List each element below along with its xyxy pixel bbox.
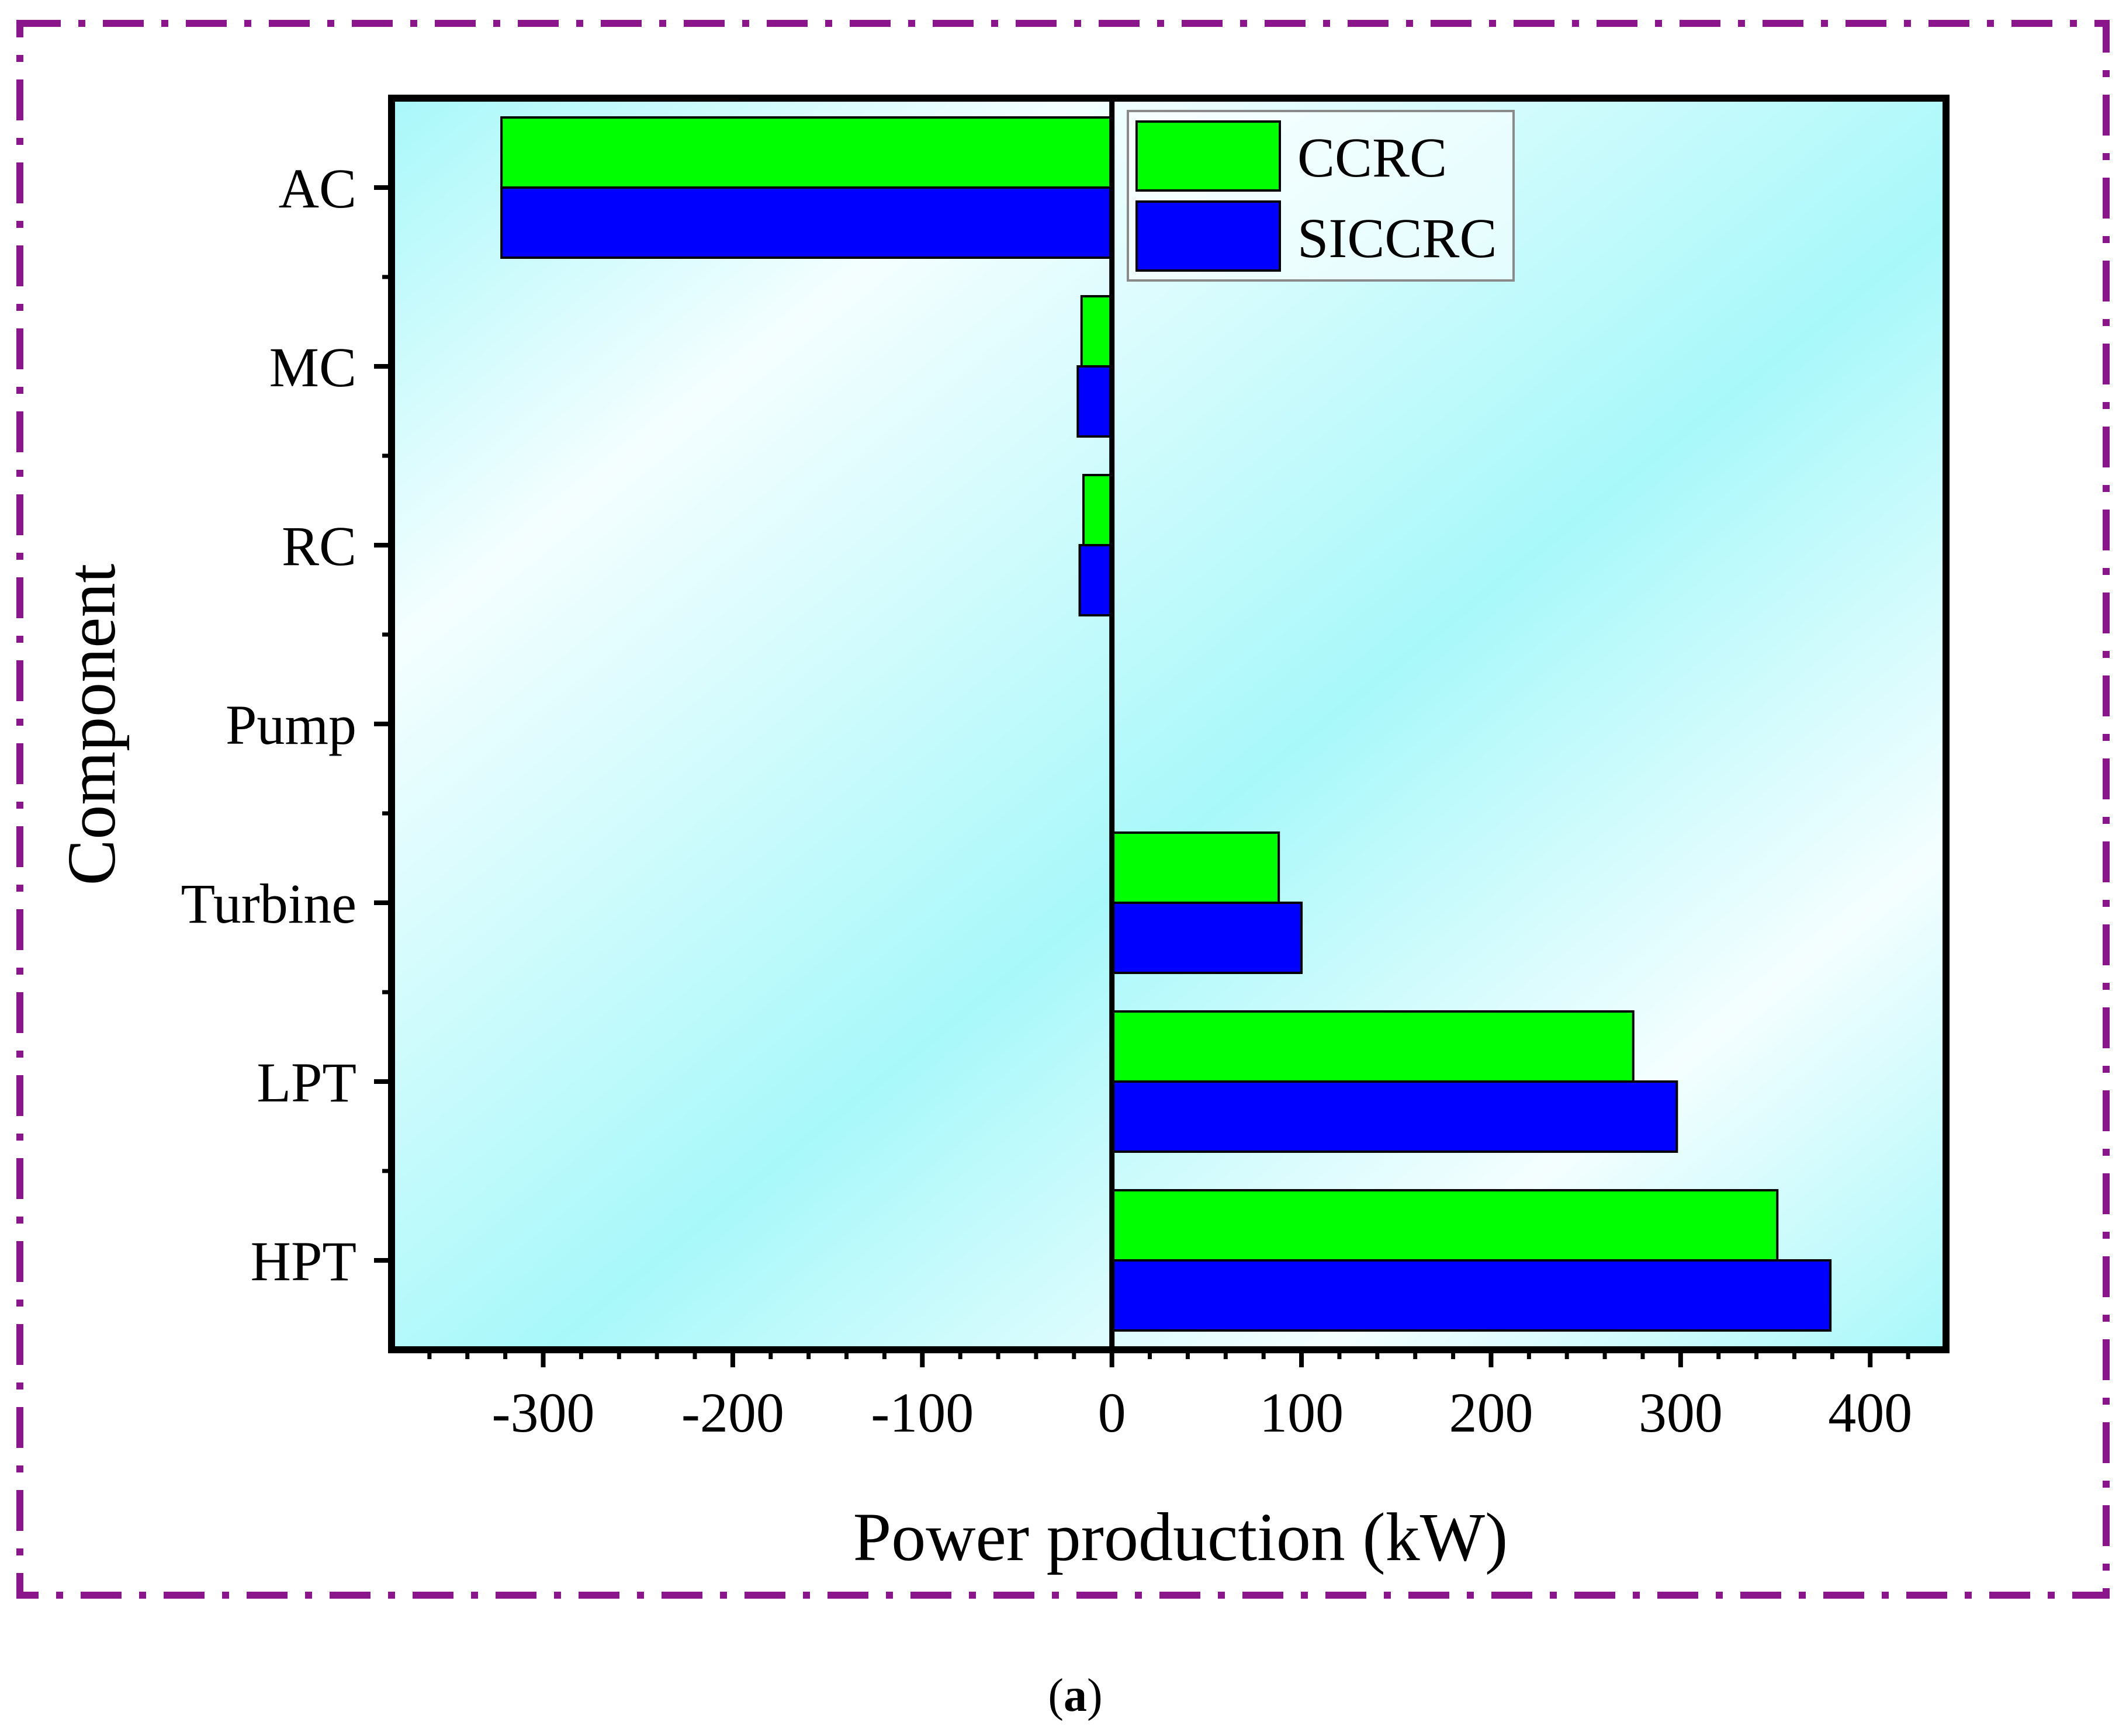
x-axis-ticks: -300 -200 -100 0 100 200 300 400: [492, 1350, 1912, 1444]
x-tick-label: -100: [871, 1381, 974, 1444]
x-tick-label: 300: [1639, 1381, 1723, 1444]
bar-siccrc-turbine: [1110, 902, 1303, 974]
bar-ccrc-hpt: [1110, 1189, 1779, 1262]
x-tick-label: 100: [1259, 1381, 1344, 1444]
plot-border: [388, 95, 1950, 1353]
bar-ccrc-mc: [1080, 295, 1113, 368]
legend-swatch-siccrc: [1135, 200, 1281, 272]
y-tick-label-lpt: LPT: [257, 1051, 356, 1114]
legend-label-siccrc: SICCRC: [1297, 207, 1497, 269]
bar-siccrc-hpt: [1110, 1259, 1832, 1332]
bars-layer: [500, 116, 1832, 1332]
x-tick-label: -300: [492, 1381, 595, 1444]
legend-label-ccrc: CCRC: [1297, 126, 1447, 189]
y-axis-ticks: AC MC RC Pump Turbine LPT HPT: [181, 157, 392, 1293]
x-axis-title: Power production (kW): [853, 1499, 1508, 1575]
y-axis-title: Component: [53, 563, 130, 885]
bar-siccrc-rc: [1078, 544, 1113, 616]
y-tick-label-rc: RC: [282, 515, 356, 577]
y-tick-label-turbine: Turbine: [181, 872, 356, 935]
plot-area: [392, 98, 1946, 1350]
x-tick-label: 0: [1098, 1381, 1126, 1444]
legend-swatch-ccrc: [1135, 120, 1281, 192]
y-tick-label-mc: MC: [269, 336, 356, 399]
y-tick-label-ac: AC: [279, 157, 356, 220]
y-tick-label-pump: Pump: [226, 694, 356, 756]
x-tick-label: 200: [1449, 1381, 1533, 1444]
bar-siccrc-lpt: [1110, 1080, 1678, 1153]
bar-ccrc-lpt: [1110, 1010, 1635, 1083]
legend: CCRC SICCRC: [1127, 110, 1515, 282]
bar-siccrc-mc: [1076, 365, 1113, 438]
bar-siccrc-ac: [500, 186, 1113, 259]
bar-ccrc-rc: [1082, 474, 1113, 546]
x-tick-label: -200: [681, 1381, 784, 1444]
y-tick-label-hpt: HPT: [251, 1230, 356, 1293]
bar-ccrc-ac: [500, 116, 1113, 189]
panel-label: (a): [1048, 1670, 1102, 1721]
bar-ccrc-turbine: [1110, 831, 1280, 904]
x-tick-label: 400: [1828, 1381, 1912, 1444]
